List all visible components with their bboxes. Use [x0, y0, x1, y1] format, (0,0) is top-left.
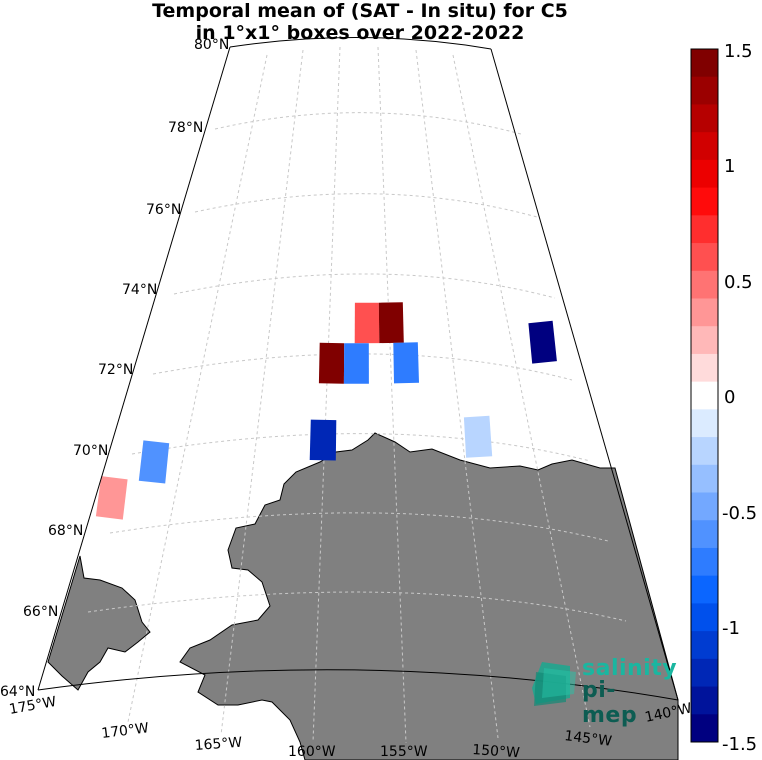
parallel-70 — [131, 433, 591, 462]
lat-label-74: 74°N — [122, 282, 157, 298]
data-box-3 — [343, 343, 369, 384]
colorbar-cell — [691, 547, 718, 577]
cbar-tick-1.5: 1.5 — [724, 41, 753, 62]
lat-label-68: 68°N — [48, 523, 83, 539]
map-frame — [37, 36, 679, 701]
title-line-1: Temporal mean of (SAT - In situ) for C5 — [152, 0, 568, 22]
colorbar-cell — [691, 298, 718, 327]
colorbar-cell — [691, 159, 718, 189]
colorbar-cell — [691, 603, 718, 632]
meridian-165 — [220, 49, 304, 736]
cbar-tick-minus-0.5: -0.5 — [722, 503, 757, 524]
data-box-0 — [354, 302, 380, 344]
lon-label-145: 145°W — [564, 728, 613, 750]
colorbar-cell — [691, 464, 718, 494]
data-box-7 — [309, 419, 337, 461]
colorbar-cell — [691, 409, 718, 438]
cbar-tick-minus-1.5: -1.5 — [722, 734, 757, 755]
cbar-tick-0: 0 — [724, 387, 735, 408]
lon-label-170: 170°W — [101, 720, 150, 742]
colorbar-cell — [691, 575, 718, 604]
lon-label-165: 165°W — [194, 735, 243, 754]
parallel-74 — [173, 273, 556, 299]
colorbar-cell — [691, 686, 718, 715]
colorbar-cell — [691, 492, 718, 521]
chukotka-landmass — [47, 555, 151, 691]
logo-text-salinity: salinity — [582, 656, 678, 681]
parallel-68 — [109, 512, 609, 542]
lon-label-150: 150°W — [472, 742, 521, 760]
longitude-labels: 175°W 170°W 165°W 160°W 155°W 150°W 145°… — [8, 694, 690, 760]
salinity-pi-mep-logo: salinity pi-mep — [530, 656, 677, 728]
frame-left — [37, 46, 231, 691]
data-box-10 — [95, 476, 128, 520]
colorbar-cell — [691, 187, 718, 216]
lat-label-72: 72°N — [98, 362, 133, 378]
frame-bottom — [37, 669, 679, 701]
lon-label-155: 155°W — [380, 744, 428, 760]
data-box-8 — [463, 415, 493, 458]
logo-text-pi-mep: pi-mep — [582, 678, 638, 728]
cbar-tick-minus-1: -1 — [722, 618, 740, 639]
logo-waves-icon — [532, 662, 576, 706]
lat-label-70: 70°N — [73, 443, 108, 459]
colorbar-cell — [691, 76, 718, 105]
parallel-66 — [87, 591, 627, 622]
colorbar-cell — [691, 243, 718, 272]
meridian-155 — [377, 46, 407, 744]
frame-right — [490, 48, 679, 701]
colorbar-cell — [691, 215, 718, 244]
colorbar-cell — [691, 437, 718, 466]
lat-label-76: 76°N — [146, 202, 181, 218]
colorbar-cell — [691, 353, 718, 383]
lat-label-66: 66°N — [23, 604, 58, 620]
colorbar-cell — [691, 132, 718, 161]
data-box-5 — [528, 320, 557, 364]
lat-label-78: 78°N — [168, 120, 203, 136]
colorbar-cell — [691, 270, 718, 299]
map-canvas: 80°N 78°N 76°N 74°N 72°N 70°N 68°N 66°N … — [0, 36, 690, 760]
title-line-2: in 1°x1° boxes over 2022-2022 — [195, 22, 525, 44]
lat-label-80: 80°N — [194, 37, 229, 53]
data-box-1 — [378, 302, 404, 344]
colorbar-cells — [691, 49, 718, 743]
latitude-labels: 80°N 78°N 76°N 74°N 72°N 70°N 68°N 66°N … — [0, 37, 229, 700]
colorbar-cell — [691, 714, 718, 743]
meridian-160 — [312, 46, 341, 743]
data-box-9 — [138, 440, 170, 484]
meridian-145 — [452, 54, 591, 728]
data-box-4 — [393, 342, 419, 384]
cbar-tick-1: 1 — [724, 156, 735, 177]
data-box-2 — [318, 342, 345, 384]
lat-label-64: 64°N — [0, 684, 35, 700]
parallel-78 — [214, 112, 522, 135]
parallel-76 — [194, 193, 538, 218]
parallel-72 — [152, 353, 573, 381]
map-title: Temporal mean of (SAT - In situ) for C5 … — [0, 0, 720, 44]
colorbar-cell — [691, 104, 718, 133]
colorbar-cell — [691, 381, 718, 410]
colorbar-cell — [691, 49, 718, 78]
frame-top — [229, 36, 492, 50]
colorbar-cell — [691, 658, 718, 688]
meridian-150 — [415, 49, 499, 739]
cbar-tick-0.5: 0.5 — [724, 272, 753, 293]
colorbar-cell — [691, 326, 718, 355]
graticule — [87, 46, 627, 744]
colorbar-cell — [691, 631, 718, 660]
colorbar-frame — [690, 48, 719, 743]
lon-label-160: 160°W — [288, 744, 336, 760]
colorbar-tick-labels: 1.5 1 0.5 0 -0.5 -1 -1.5 — [722, 41, 757, 755]
data-boxes — [95, 302, 557, 520]
colorbar-cell — [691, 520, 718, 549]
